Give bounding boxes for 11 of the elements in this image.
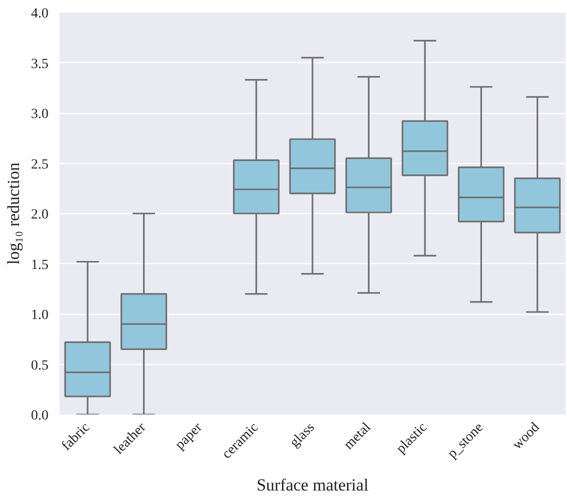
y-tick-label: 3.5 (31, 56, 48, 72)
y-axis-title: log₁₀ reduction (4, 162, 23, 265)
y-tick-label: 1.0 (31, 308, 48, 323)
y-tick-label: 0.0 (31, 408, 48, 424)
y-tick-label: 2.0 (31, 208, 48, 222)
y-tick-label: 2.5 (31, 157, 48, 172)
y-tick-label: 0.5 (31, 358, 48, 374)
y-tick-label: 1.5 (31, 258, 48, 273)
y-tick-label: 4.0 (31, 6, 48, 22)
x-axis-title: Surface material (256, 475, 369, 494)
y-tick-label: 3.0 (31, 107, 48, 122)
